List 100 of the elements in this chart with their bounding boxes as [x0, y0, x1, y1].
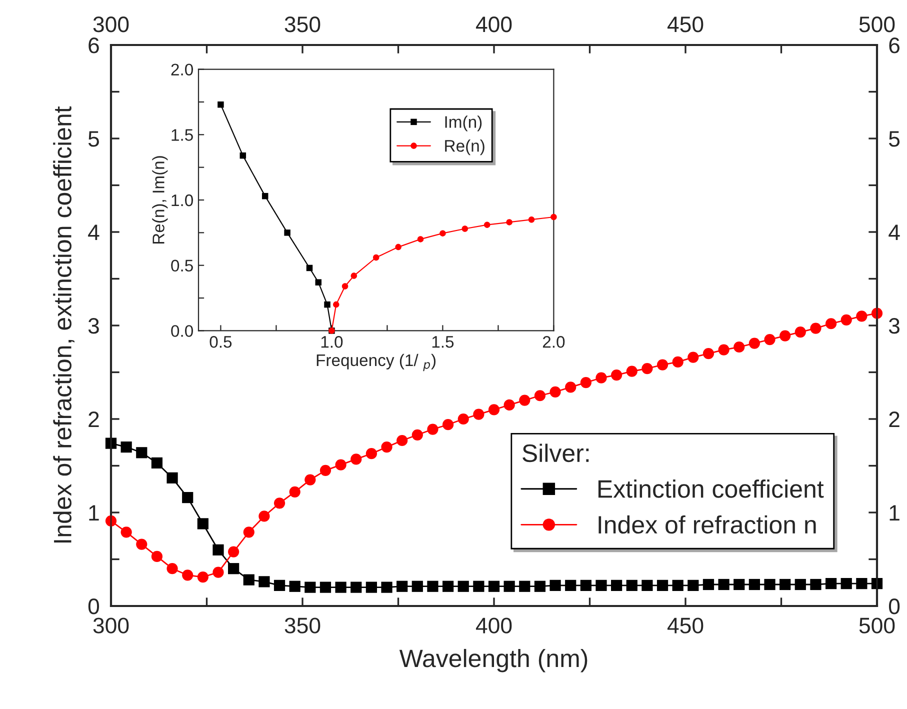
point	[218, 101, 224, 108]
legend-title: Silver:	[522, 444, 589, 462]
y-axis-title: Re(n), Im(n)	[152, 156, 168, 244]
point	[506, 219, 512, 226]
point	[395, 244, 402, 250]
point	[550, 386, 561, 398]
point	[534, 390, 546, 402]
point	[519, 580, 530, 592]
point	[306, 264, 313, 272]
y2-tick-label: 6	[889, 38, 900, 54]
x-tick-label: 400	[476, 618, 512, 634]
y-tick-label: 2	[88, 412, 99, 428]
point	[519, 394, 530, 406]
point	[243, 574, 254, 586]
point	[366, 582, 377, 593]
point	[136, 538, 148, 550]
point	[228, 546, 240, 558]
point	[611, 370, 622, 381]
point	[565, 580, 576, 591]
point	[528, 216, 535, 223]
y-tick-label: 0.5	[171, 260, 193, 272]
legend-label: Im(n)	[445, 116, 482, 132]
y2-tick-label: 0	[888, 598, 900, 614]
point	[212, 544, 224, 556]
point	[324, 301, 330, 308]
point	[856, 578, 868, 590]
point	[702, 578, 714, 590]
point	[289, 580, 300, 592]
x2-tick-label: 500	[859, 16, 895, 32]
x-tick-label: 0.5	[210, 336, 232, 348]
point	[565, 382, 576, 393]
point	[243, 526, 254, 538]
x2-tick-label: 450	[667, 16, 704, 32]
point	[734, 341, 745, 353]
point	[748, 338, 760, 349]
point	[315, 279, 322, 286]
point	[197, 518, 208, 530]
point	[810, 322, 822, 334]
point	[442, 580, 454, 592]
point	[642, 362, 653, 374]
point	[320, 582, 332, 593]
y2-tick-label: 4	[888, 224, 900, 240]
point	[672, 580, 684, 591]
point	[780, 578, 791, 590]
y-tick-label: 0	[88, 598, 100, 614]
point	[182, 492, 194, 504]
point	[764, 578, 776, 590]
point	[626, 366, 638, 377]
point	[473, 580, 484, 592]
point	[120, 441, 132, 453]
point	[304, 582, 316, 593]
point	[151, 457, 163, 468]
point	[258, 576, 270, 588]
point	[856, 310, 868, 322]
point	[825, 578, 837, 590]
point	[596, 372, 607, 384]
point	[228, 563, 240, 574]
y2-tick-label: 2	[889, 412, 900, 428]
point	[734, 578, 745, 590]
point	[366, 448, 377, 460]
point	[381, 582, 392, 593]
point	[458, 413, 469, 425]
x2-tick-label: 300	[93, 16, 129, 32]
point	[440, 230, 446, 236]
point	[780, 330, 791, 342]
point	[284, 230, 290, 236]
point	[350, 272, 358, 279]
point	[810, 578, 822, 590]
point	[656, 580, 668, 591]
point	[718, 344, 730, 356]
point	[240, 152, 246, 159]
y-tick-label: 5	[88, 131, 99, 147]
point	[166, 472, 178, 484]
x-tick-label: 2.0	[542, 336, 565, 348]
legend-label: Re(n)	[445, 140, 484, 156]
point	[458, 580, 469, 592]
point	[580, 580, 592, 591]
point	[120, 526, 132, 538]
point	[396, 580, 408, 592]
point	[488, 404, 500, 416]
point	[381, 441, 392, 453]
x-tick-label: 450	[667, 618, 704, 634]
point	[550, 580, 561, 591]
legend-label: Extinction coefficient	[598, 480, 824, 498]
point	[642, 580, 653, 591]
x2-tick-label: 350	[284, 16, 320, 32]
point	[794, 326, 806, 338]
y-tick-label: 0.0	[171, 325, 193, 337]
y-tick-label: 1	[89, 505, 99, 521]
x-tick-label: 1.0	[321, 336, 343, 348]
y2-tick-label: 5	[889, 131, 900, 147]
point	[596, 580, 607, 591]
point	[702, 348, 714, 360]
point	[442, 419, 454, 430]
point	[504, 399, 515, 411]
point	[197, 571, 208, 583]
point	[182, 570, 194, 581]
point	[748, 578, 760, 590]
point	[342, 283, 348, 290]
point	[350, 582, 362, 593]
